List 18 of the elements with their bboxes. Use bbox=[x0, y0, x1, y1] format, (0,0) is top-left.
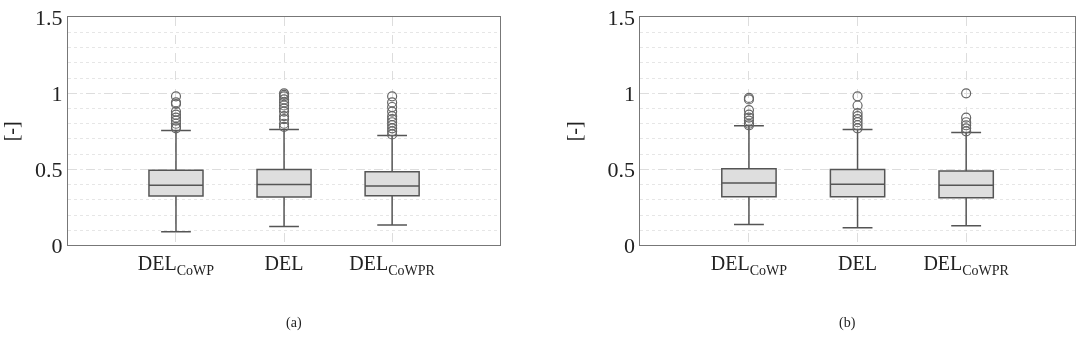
y-axis-title: [-] bbox=[562, 121, 585, 142]
text: (b) bbox=[839, 315, 856, 331]
y-tick-label: 1.5 bbox=[607, 4, 635, 30]
y-tick-label: 1 bbox=[623, 81, 635, 107]
y-axis-title: [-] bbox=[0, 121, 22, 142]
x-tick-label: DEL$_{CoWPR}$ bbox=[923, 252, 1010, 278]
y-tick-label: 0.5 bbox=[607, 157, 635, 183]
y-tick-label: 0 bbox=[623, 233, 635, 259]
y-tick-label: 1.5 bbox=[35, 4, 63, 30]
y-tick-label: 0.5 bbox=[35, 157, 63, 183]
x-tick-label: DEL$_{CoWPR}$ bbox=[349, 252, 436, 278]
x-tick-label: DEL bbox=[264, 252, 304, 275]
text: (a) bbox=[286, 315, 302, 331]
x-tick-label: DEL$_{CoWP}$ bbox=[710, 252, 788, 278]
y-tick-label: 1 bbox=[51, 81, 63, 107]
x-tick-label: DEL$_{CoWP}$ bbox=[137, 252, 215, 278]
y-tick-label: 0 bbox=[51, 233, 63, 259]
x-tick-label: DEL bbox=[838, 252, 877, 275]
